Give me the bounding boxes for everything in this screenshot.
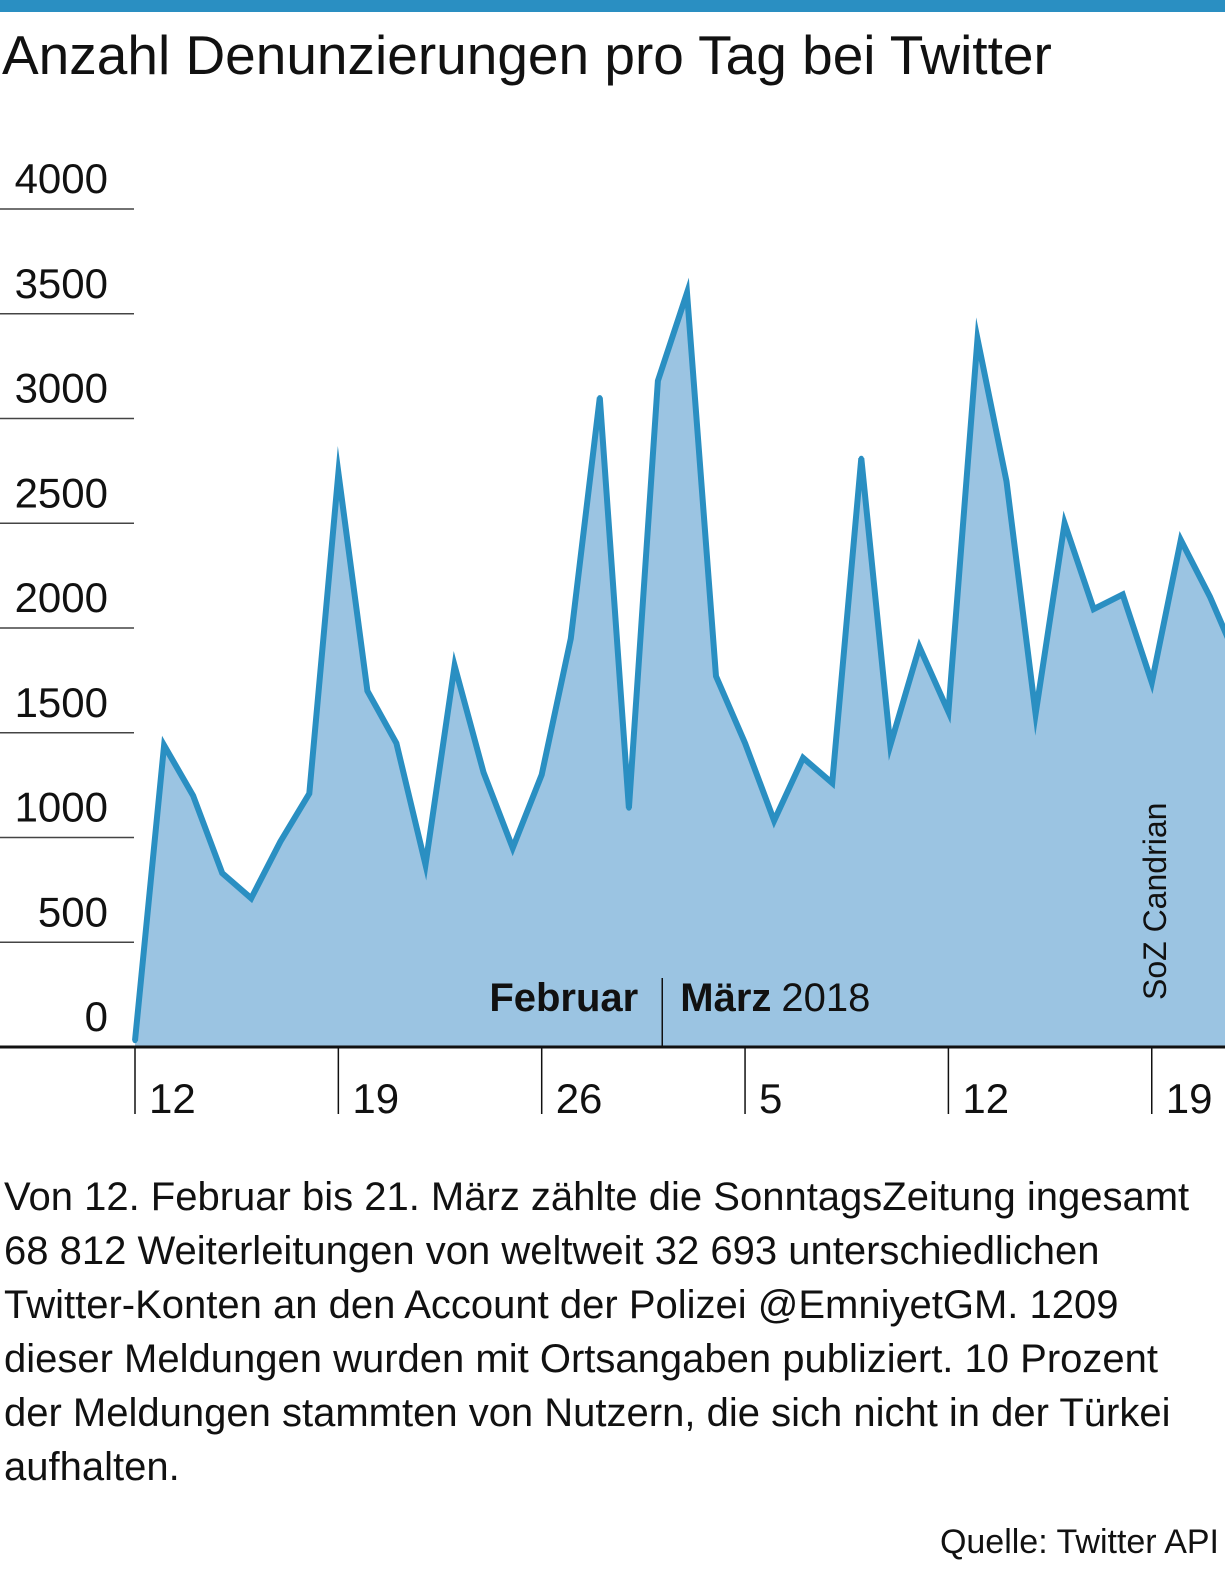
- data-point: [1120, 592, 1126, 597]
- data-point: [568, 636, 574, 641]
- chart-title: Anzahl Denunzierungen pro Tag bei Twitte…: [2, 24, 1052, 86]
- top-accent-bar: [0, 0, 1225, 12]
- x-axis-ticks: 12 19 26 5 12 19: [134, 1047, 1213, 1122]
- data-point: [452, 663, 458, 669]
- data-point: [800, 755, 806, 761]
- data-point: [858, 455, 864, 461]
- data-point: [306, 791, 312, 796]
- data-point: [1004, 478, 1009, 484]
- month-label-year: 2018: [781, 976, 870, 1020]
- data-point: [829, 780, 835, 786]
- data-point: [655, 378, 661, 384]
- y-tick-label: 2500: [15, 469, 108, 516]
- x-tick-label: 12: [149, 1075, 196, 1122]
- data-point: [1149, 680, 1155, 685]
- x-tick-label: 19: [352, 1075, 399, 1122]
- x-tick-label: 19: [1166, 1075, 1213, 1122]
- data-point: [481, 770, 487, 776]
- data-point: [277, 839, 283, 845]
- data-point: [393, 740, 399, 746]
- y-axis-labels: 0 500 1000 1500 2000 2500 3000 3500 4000: [15, 155, 108, 1040]
- data-point: [1091, 606, 1097, 612]
- month-label-februar: Februar: [489, 976, 638, 1020]
- y-tick-label: 500: [38, 888, 108, 935]
- data-point: [887, 742, 893, 748]
- month-label-maerz-name: März: [680, 976, 771, 1020]
- data-point: [364, 688, 370, 694]
- y-tick-label: 3000: [15, 365, 108, 412]
- data-point: [248, 895, 254, 901]
- data-point: [684, 290, 690, 296]
- data-point: [975, 336, 980, 342]
- data-point: [423, 862, 428, 868]
- x-tick-label: 12: [962, 1075, 1009, 1122]
- data-point: [510, 845, 516, 851]
- data-point: [626, 805, 632, 811]
- data-point: [597, 395, 603, 401]
- area-chart: 0 500 1000 1500 2000 2500 3000 3500 4000 12 19 26 5…: [0, 155, 1225, 1122]
- data-point: [132, 1038, 138, 1044]
- data-point: [742, 740, 748, 746]
- data-point: [916, 644, 922, 650]
- data-point: [1207, 594, 1213, 600]
- data-point: [945, 709, 951, 715]
- data-point: [190, 793, 196, 799]
- data-point: [539, 772, 545, 778]
- data-points: [132, 290, 1213, 1044]
- data-point: [1178, 537, 1184, 543]
- y-tick-label: 3500: [15, 260, 108, 307]
- data-point: [771, 818, 777, 824]
- y-tick-label: 1000: [15, 784, 108, 831]
- photo-credit-annotation: SoZ Candrian: [1137, 803, 1173, 1000]
- y-gridlines: [0, 208, 134, 943]
- x-tick-label: 26: [556, 1075, 603, 1122]
- x-tick-label: 5: [759, 1075, 782, 1122]
- data-point: [161, 742, 167, 748]
- y-tick-label: 2000: [15, 574, 108, 621]
- data-point: [219, 870, 225, 876]
- data-point: [1033, 711, 1039, 717]
- y-tick-label: 1500: [15, 679, 108, 726]
- caption-text: Von 12. Februar bis 21. März zählte die …: [4, 1175, 1190, 1489]
- data-point: [335, 470, 341, 476]
- y-tick-label: 4000: [15, 155, 108, 202]
- data-point: [1062, 520, 1068, 526]
- y-tick-label: 0: [85, 993, 108, 1040]
- data-point: [713, 673, 719, 679]
- source-note: Quelle: Twitter API: [939, 1523, 1219, 1561]
- month-label-maerz: März 2018: [680, 976, 870, 1020]
- area-fill: [135, 292, 1225, 1047]
